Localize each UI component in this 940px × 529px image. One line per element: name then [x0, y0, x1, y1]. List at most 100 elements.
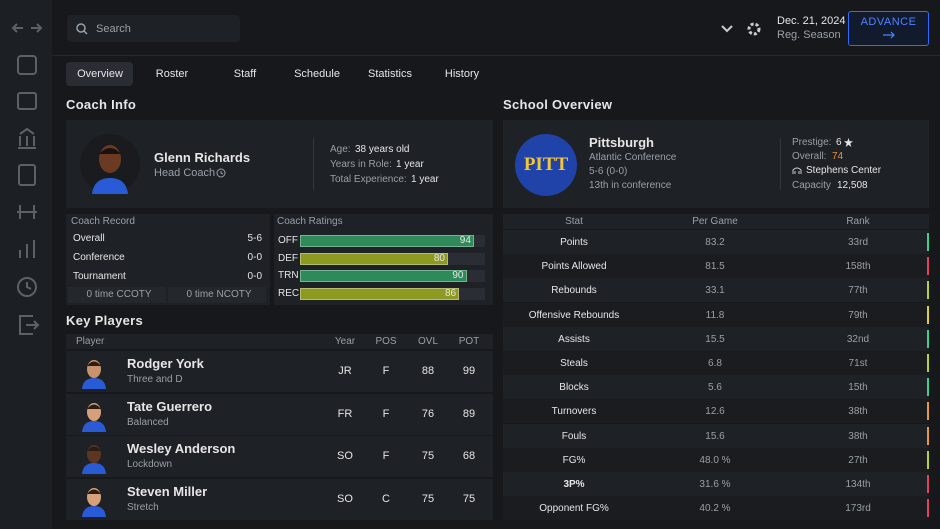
- stat-rank: 27th: [848, 454, 868, 466]
- tab[interactable]: History: [444, 68, 480, 80]
- school-logo: PITT: [515, 134, 577, 196]
- sidebar-icons: [11, 23, 43, 335]
- record-label: Tournament: [73, 271, 126, 282]
- overall-label: Overall:: [792, 151, 827, 162]
- player-archetype: Three and D: [127, 374, 183, 385]
- arena-icon: [792, 167, 802, 174]
- stat-value: 83.2: [705, 237, 725, 248]
- player-name: Wesley Anderson: [127, 441, 236, 456]
- rank-indicator: [927, 378, 929, 397]
- players-header-bg: [66, 334, 493, 349]
- school-conference: Atlantic Conference: [589, 152, 677, 163]
- players-header: POT: [458, 336, 480, 347]
- stats-header: Stat: [565, 216, 583, 227]
- prestige-label: Prestige:: [792, 137, 832, 148]
- stat-rank: 77th: [848, 285, 868, 297]
- stat-name: Steals: [560, 358, 588, 369]
- stat-name: Opponent FG%: [539, 503, 609, 515]
- coach-name: Glenn Richards: [154, 150, 251, 165]
- header-icons[interactable]: [718, 18, 768, 40]
- rating-bar: [300, 287, 460, 300]
- player-name: Steven Miller: [127, 483, 208, 499]
- player-archetype: Lockdown: [127, 459, 173, 470]
- player-year: FR: [337, 407, 353, 420]
- stats-row: [503, 254, 929, 279]
- player-row: [66, 351, 493, 392]
- tab[interactable]: Statistics: [367, 68, 413, 80]
- search-icon: [76, 23, 88, 35]
- rating-bar: [300, 235, 474, 247]
- player-pot: 68: [462, 450, 476, 462]
- stats-header-bg: [503, 214, 929, 229]
- stat-rank: 134th: [845, 479, 871, 490]
- tab-active-bg[interactable]: [66, 62, 133, 86]
- rating-label: TRN: [278, 270, 299, 281]
- stats-row: [503, 278, 929, 303]
- players-header: OVL: [417, 336, 439, 347]
- rank-indicator: [927, 450, 929, 469]
- stat-rank: 71st: [848, 358, 868, 369]
- record-value: 5-6: [247, 233, 262, 244]
- tab[interactable]: Roster: [155, 68, 189, 80]
- detail-value: 1 year: [396, 159, 424, 170]
- stat-name: 3P%: [563, 479, 585, 490]
- players-header: POS: [375, 336, 397, 347]
- stat-value: 6.8: [708, 358, 722, 369]
- separator: [780, 138, 781, 190]
- stat-name: FG%: [562, 454, 586, 466]
- rank-indicator: [927, 402, 929, 421]
- rating-bar: [300, 252, 448, 265]
- rank-indicator: [927, 499, 929, 518]
- season: Reg. Season: [777, 29, 841, 41]
- player-pot: 89: [462, 407, 476, 420]
- tab[interactable]: Schedule: [294, 68, 340, 80]
- player-pot: 75: [462, 492, 476, 505]
- player-pos: F: [382, 450, 390, 462]
- player-ovl: 88: [421, 365, 435, 377]
- rank-indicator: [927, 354, 929, 372]
- search-box[interactable]: Search: [67, 15, 240, 42]
- player-year: SO: [337, 492, 353, 505]
- stat-name: Fouls: [561, 430, 587, 442]
- rating-label: OFF: [278, 235, 298, 246]
- tab[interactable]: Overview: [77, 68, 123, 80]
- coach-panel: Glenn Richards Head Coach: [66, 120, 493, 208]
- avatar-graphic: [82, 487, 106, 517]
- rating-value: 90: [452, 270, 464, 281]
- ratings-title: Coach Ratings: [277, 216, 343, 227]
- player-avatar: [79, 483, 109, 517]
- rank-indicator: [927, 426, 929, 445]
- stat-rank: 38th: [848, 406, 868, 418]
- stats-row: [503, 230, 929, 254]
- coach-role: Head Coach: [154, 167, 216, 179]
- stats-row: [503, 351, 929, 375]
- stat-value: 11.8: [705, 309, 725, 321]
- school-name: Pittsburgh: [589, 135, 654, 150]
- detail-label: Total Experience:: [330, 174, 407, 185]
- award: 0 time CCOTY: [86, 289, 152, 300]
- players-header: Player: [76, 336, 105, 347]
- stat-value: 12.6: [705, 406, 725, 418]
- stats-row: [503, 399, 929, 424]
- detail-value: 1 year: [411, 174, 439, 185]
- avatar-graphic: [82, 402, 106, 432]
- coach-info-title: Coach Info: [66, 97, 137, 112]
- record-value: 0-0: [247, 271, 262, 282]
- award: 0 time NCOTY: [186, 289, 252, 300]
- search-placeholder: Search: [96, 23, 131, 35]
- rating-label: REC: [278, 287, 300, 299]
- date: Dec. 21, 2024: [777, 15, 846, 27]
- tab[interactable]: Staff: [233, 68, 257, 80]
- award-box: [168, 287, 266, 303]
- stat-value: 81.5: [705, 261, 725, 273]
- stats-row: [503, 447, 929, 472]
- stat-name: Points Allowed: [541, 261, 607, 273]
- player-year: JR: [338, 365, 352, 377]
- school-logo-text: PITT: [523, 154, 569, 175]
- stat-name: Points: [560, 237, 588, 248]
- school-panel: PITT Pittsburgh Atlantic Conference 5-6 …: [503, 120, 929, 208]
- stat-rank: 173rd: [845, 503, 871, 515]
- stat-rank: 32nd: [846, 333, 870, 345]
- record-label: Overall: [73, 233, 105, 244]
- advance-button[interactable]: ADVANCE: [848, 11, 929, 46]
